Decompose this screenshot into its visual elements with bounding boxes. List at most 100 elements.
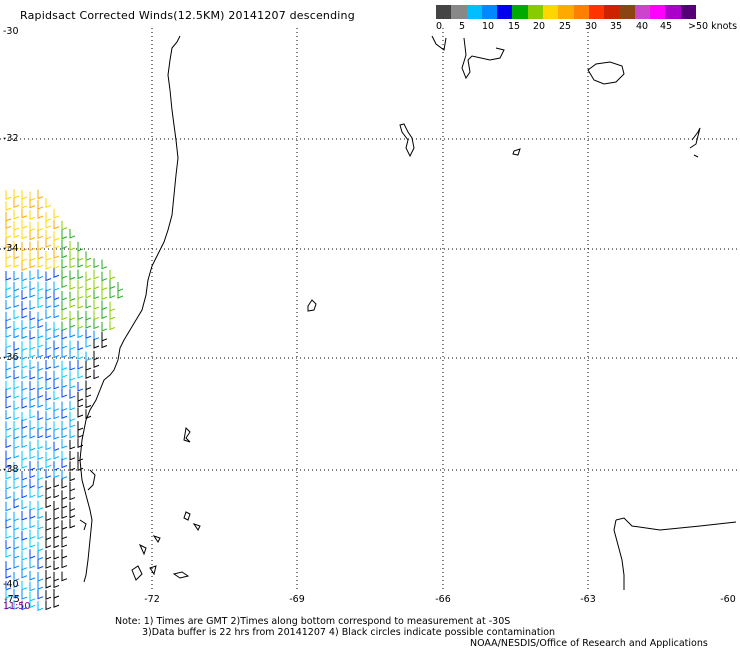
coastline (79, 35, 737, 590)
wind-barb (37, 529, 44, 540)
wind-barb (53, 519, 60, 530)
wind-barb (13, 341, 20, 352)
wind-barb (29, 280, 36, 291)
wind-barb (21, 308, 28, 319)
wind-barb (13, 558, 20, 569)
wind-barb (53, 268, 60, 279)
wind-barb (93, 358, 100, 369)
wind-barb (5, 300, 12, 310)
wind-barb (101, 280, 108, 291)
wind-barb (21, 450, 28, 461)
wind-barb (21, 428, 28, 439)
wind-barb (29, 288, 36, 298)
wind-barb (45, 400, 52, 411)
wind-barb (5, 328, 12, 338)
wind-barb (29, 221, 36, 232)
wind-barb (13, 421, 20, 431)
wind-barb (5, 380, 12, 391)
wind-barb (61, 478, 68, 489)
wind-barb (53, 249, 60, 259)
wind-barb (101, 309, 108, 320)
wind-barb (37, 500, 44, 511)
wind-barb (45, 330, 52, 341)
wind-barb (45, 578, 52, 589)
wind-barb (61, 348, 68, 359)
wind-barb (21, 241, 28, 252)
colorbar-segment (451, 5, 467, 19)
wind-barb (21, 600, 28, 611)
wind-barb (61, 549, 68, 559)
wind-barb (77, 319, 84, 330)
wind-barb (61, 538, 68, 548)
wind-barb (45, 238, 52, 248)
wind-barb (5, 388, 12, 399)
wind-barb (53, 571, 60, 582)
wind-barb (5, 271, 12, 281)
wind-barb (37, 311, 44, 322)
wind-barb (61, 520, 68, 531)
wind-barb (5, 219, 12, 230)
wind-barb (77, 289, 84, 300)
wind-barb (77, 451, 84, 462)
wind-barb (29, 241, 36, 252)
wind-barb (29, 509, 36, 520)
wind-barb (45, 480, 52, 491)
lat-label: -40 (3, 579, 19, 590)
wind-barb (53, 290, 60, 301)
wind-barb (69, 428, 76, 439)
wind-barb (37, 479, 44, 489)
wind-barb (37, 258, 44, 268)
wind-barb (69, 280, 76, 290)
wind-barb (61, 269, 68, 279)
wind-barb (69, 258, 76, 269)
wind-barb (13, 379, 20, 390)
wind-barb (61, 220, 68, 231)
wind-barb (69, 490, 76, 501)
wind-barb (61, 290, 68, 301)
wind-barb (53, 340, 60, 351)
wind-barb (45, 498, 52, 509)
wind-barb (29, 398, 36, 409)
wind-barb (21, 208, 28, 219)
wind-barb (85, 258, 92, 269)
wind-barb (45, 348, 52, 359)
wind-barb (45, 550, 52, 560)
wind-barb (69, 501, 76, 512)
wind-barb (29, 310, 36, 321)
wind-barb (77, 408, 84, 418)
wind-barb (21, 419, 28, 430)
wind-barb (53, 468, 60, 479)
wind-barb (37, 318, 44, 329)
wind-barb (53, 510, 60, 521)
wind-barb (21, 560, 28, 571)
wind-barb (37, 460, 44, 471)
wind-barb (61, 571, 68, 582)
wind-speed-colorbar (436, 5, 696, 19)
wind-barb (61, 360, 68, 371)
wind-barb (45, 521, 52, 531)
wind-barb (29, 340, 36, 351)
wind-barb (77, 438, 84, 449)
wind-barb (5, 539, 12, 550)
wind-barb (69, 371, 76, 381)
wind-barb (85, 351, 92, 362)
wind-barb (61, 558, 68, 569)
wind-barb (13, 309, 20, 320)
wind-barb (85, 288, 92, 299)
wind-barb (13, 298, 20, 308)
wind-barb (13, 600, 20, 610)
lon-label: -72 (144, 594, 160, 605)
colorbar-segment (436, 5, 452, 19)
note-line-1: Note: 1) Times are GMT 2)Times along bot… (115, 616, 511, 627)
wind-barb (13, 479, 20, 490)
wind-barb (29, 408, 36, 419)
wind-barb (37, 509, 44, 520)
wind-barb (45, 489, 52, 500)
colorbar-segment (649, 5, 666, 19)
wind-barb (37, 571, 44, 582)
wind-barb (37, 580, 44, 590)
wind-barb (21, 580, 28, 591)
wind-barb (77, 391, 84, 402)
wind-barbs (5, 188, 124, 612)
wind-barb (13, 209, 20, 220)
